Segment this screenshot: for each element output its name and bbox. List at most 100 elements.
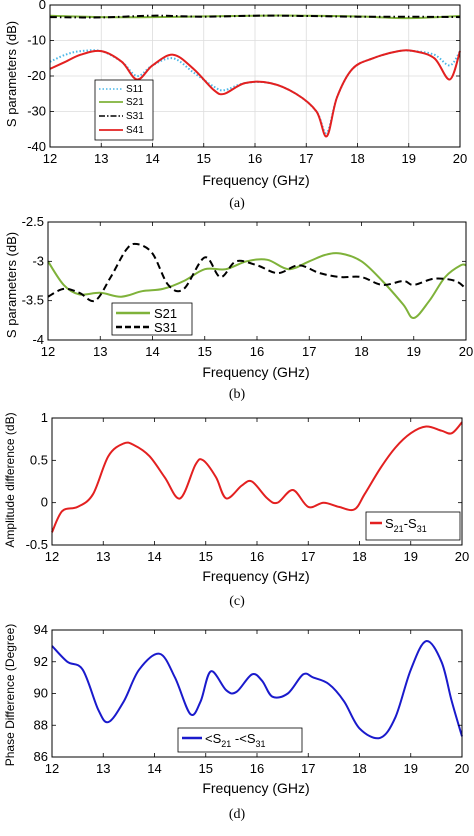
panel-caption: (b)	[229, 387, 246, 402]
y-tick-label: -2.5	[22, 214, 44, 229]
x-axis-label: Frequency (GHz)	[202, 568, 309, 584]
x-tick-label: 19	[404, 761, 418, 776]
x-axis-label: Frequency (GHz)	[202, 364, 309, 380]
y-tick-label: -3.5	[22, 293, 44, 308]
chart-panel-b: 12 13 14 15 16 17 18 19 20 -4 -3.5 -3 -2.5 S paramet…	[4, 214, 473, 402]
x-tick-label: 17	[301, 549, 315, 564]
x-tick-label: 14	[147, 549, 161, 564]
x-axis-label: Frequency (GHz)	[202, 172, 309, 188]
series-line-s21s31	[51, 421, 463, 533]
x-tick-label: 16	[248, 151, 262, 166]
x-tick-label: 13	[94, 151, 108, 166]
x-tick-label: 15	[199, 761, 213, 776]
x-tick-label: 18	[352, 549, 366, 564]
x-tick-label: 13	[96, 761, 110, 776]
x-tick-label: 13	[93, 344, 107, 359]
y-tick-label: 0	[39, 0, 46, 12]
y-tick-label: 0	[41, 495, 48, 510]
legend-sub1: 21	[394, 524, 404, 534]
x-tick-label: 18	[350, 151, 364, 166]
legend-sub1: 21	[221, 739, 231, 749]
legend: S21 S31	[111, 302, 193, 336]
x-tick-label: 17	[302, 344, 316, 359]
legend-sub2: 31	[417, 524, 427, 534]
x-tick-label: 12	[45, 761, 59, 776]
legend: S11 S21 S31 S41	[94, 79, 154, 141]
x-tick-label: 12	[41, 344, 55, 359]
x-tick-label: 15	[197, 151, 211, 166]
legend-phase-diff: <S21 -<S31	[205, 731, 266, 749]
x-tick-label: 19	[402, 151, 416, 166]
x-tick-label: 19	[407, 344, 421, 359]
legend-s31: S31	[126, 111, 144, 122]
y-tick-label: 86	[34, 749, 48, 764]
x-tick-label: 20	[453, 151, 467, 166]
x-tick-label: 12	[45, 549, 59, 564]
series-line-s21	[47, 252, 467, 319]
chart-panel-d: 12 13 14 15 16 17 18 19 20 86 88 90 92 94 Phase Diffe…	[3, 622, 469, 822]
series-line-s21s31	[51, 640, 463, 740]
x-tick-label: 17	[301, 761, 315, 776]
y-tick-label: -10	[27, 33, 46, 48]
y-axis-label: Phase Difference (Degree)	[3, 624, 17, 767]
chart-panel-c: 12 13 14 15 16 17 18 19 20 -0.5 0 0.5 1 Amplitude di…	[3, 410, 469, 609]
x-tick-label: 20	[459, 344, 473, 359]
panel-caption: (c)	[229, 594, 245, 609]
y-axis-label: S parameters (dB)	[4, 232, 19, 338]
plot-area: 12 13 14 15 16 17 18 19 20 86 88 90 92 94	[34, 622, 470, 776]
x-tick-label: 14	[145, 151, 159, 166]
y-tick-label: 1	[41, 410, 48, 425]
y-tick-label: -3	[32, 253, 44, 268]
x-tick-label: 15	[198, 344, 212, 359]
x-tick-label: 17	[299, 151, 313, 166]
x-tick-label: 18	[352, 761, 366, 776]
plot-area: 12 13 14 15 16 17 18 19 20 -4 -3.5 -3 -2.5	[22, 214, 474, 359]
y-axis-label: Amplitude difference (dB)	[3, 412, 17, 547]
x-tick-label: 14	[145, 344, 159, 359]
series-line-s31	[47, 242, 467, 303]
plot-background	[48, 222, 466, 340]
x-tick-label: 19	[404, 549, 418, 564]
legend-s41: S41	[126, 125, 144, 136]
series-line-s31	[49, 14, 461, 19]
y-tick-label: 88	[34, 717, 48, 732]
legend-main: <S	[205, 731, 222, 746]
legend-s11: S11	[126, 84, 143, 95]
legend-s31: S31	[154, 320, 177, 335]
legend-sub2: 31	[256, 739, 266, 749]
x-tick-label: 16	[250, 344, 264, 359]
x-tick-label: 20	[455, 761, 469, 776]
x-tick-label: 14	[147, 761, 161, 776]
y-axis-label: S parameters (dB)	[4, 21, 19, 127]
series-line-s41	[49, 49, 461, 138]
chart-panel-a: 12 13 14 15 16 17 18 19 20 -40 -30 -20 -10 0 S parame…	[4, 0, 467, 211]
x-tick-label: 18	[354, 344, 368, 359]
x-tick-label: 20	[455, 549, 469, 564]
y-tick-label: -30	[27, 104, 46, 119]
y-tick-label: -4	[32, 332, 44, 347]
legend-s21: S21	[154, 306, 177, 321]
legend: <S21 -<S31	[177, 727, 303, 753]
y-tick-label: -0.5	[26, 537, 48, 552]
y-tick-label: -20	[27, 68, 46, 83]
legend-mid: -<S	[231, 731, 256, 746]
y-tick-label: 94	[34, 622, 48, 637]
panel-caption: (d)	[229, 807, 246, 822]
y-tick-label: 0.5	[30, 452, 48, 467]
x-tick-label: 15	[199, 549, 213, 564]
x-axis-label: Frequency (GHz)	[202, 780, 309, 796]
x-tick-label: 12	[43, 151, 57, 166]
y-tick-label: 90	[34, 686, 48, 701]
legend-main: S	[385, 516, 394, 531]
legend-mid: -S	[404, 516, 417, 531]
y-tick-label: 92	[34, 654, 48, 669]
y-tick-label: -40	[27, 139, 46, 154]
legend-amplitude-diff: S21-S31	[385, 516, 427, 534]
x-tick-label: 16	[250, 549, 264, 564]
legend-s21: S21	[126, 97, 144, 108]
x-tick-label: 16	[250, 761, 264, 776]
legend: S21-S31	[365, 511, 461, 541]
panel-caption: (a)	[229, 196, 245, 211]
x-tick-label: 13	[96, 549, 110, 564]
